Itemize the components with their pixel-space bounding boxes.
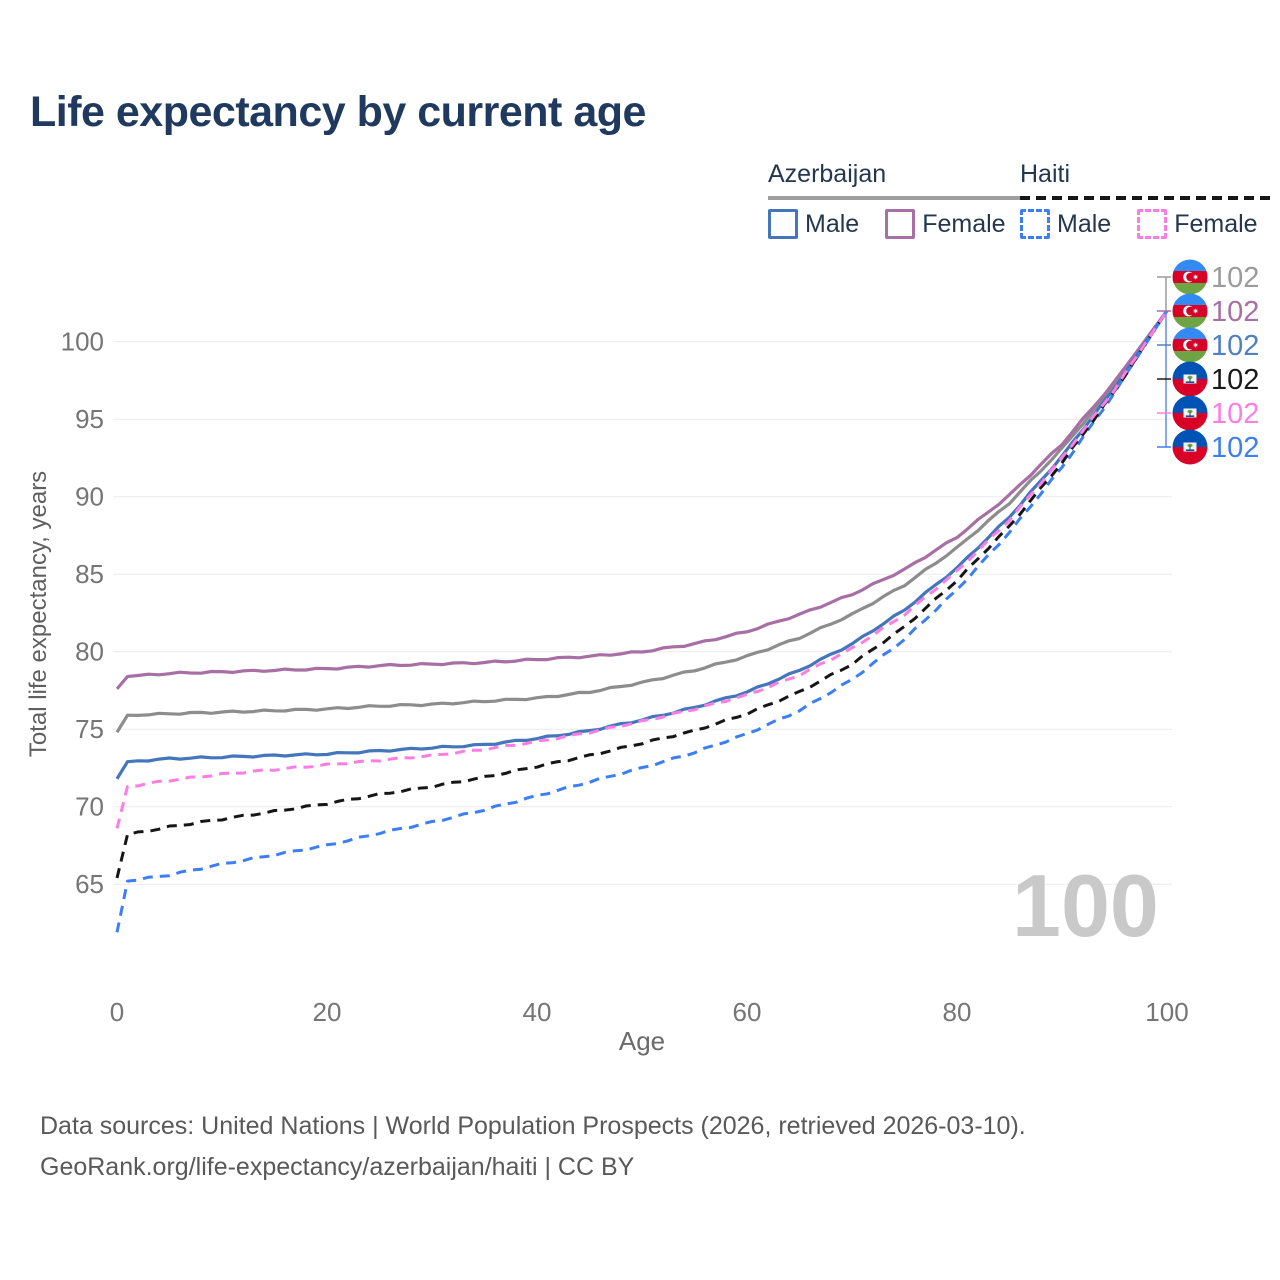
legend-item-label: Male — [1057, 209, 1112, 238]
x-tick-label: 80 — [943, 997, 972, 1027]
y-tick-label: 70 — [75, 792, 104, 822]
line-haiti-female — [115, 309, 1169, 829]
legend-item-label: Male — [805, 209, 860, 238]
legend-swatch — [1137, 209, 1168, 239]
haiti-flag-icon — [1172, 361, 1208, 397]
end-label-value: 102 — [1211, 364, 1259, 396]
haiti-flag-icon — [1172, 429, 1208, 465]
legend-item-haiti-female[interactable]: Female — [1137, 209, 1258, 239]
legend-item-azerbaijan-female[interactable]: Female — [885, 209, 1006, 239]
legend-swatch — [1020, 209, 1050, 239]
y-axis-title: Total life expectancy, years — [25, 471, 52, 757]
line-azerbaijan-female — [115, 309, 1169, 690]
footer: Data sources: United Nations | World Pop… — [40, 1106, 1026, 1187]
azerbaijan-flag-icon — [1172, 259, 1208, 295]
end-label-value: 102 — [1211, 330, 1259, 362]
x-tick-label: 40 — [523, 997, 552, 1027]
end-label-value: 102 — [1211, 262, 1259, 294]
end-label-value: 102 — [1211, 296, 1259, 328]
end-label-value: 102 — [1211, 432, 1259, 464]
y-tick-label: 100 — [61, 327, 104, 357]
line-haiti-male — [115, 309, 1169, 933]
legend-swatch — [885, 209, 916, 239]
line-azerbaijan-male — [115, 309, 1169, 780]
x-tick-label: 60 — [733, 997, 762, 1027]
y-tick-label: 95 — [75, 404, 104, 434]
data-sources-text: Data sources: United Nations | World Pop… — [40, 1112, 1026, 1140]
x-tick-label: 100 — [1145, 997, 1188, 1027]
y-tick-label: 75 — [75, 714, 104, 744]
legend-item-haiti-male[interactable]: Male — [1020, 209, 1111, 239]
line-haiti-total — [115, 309, 1169, 879]
y-tick-label: 80 — [75, 637, 104, 667]
x-axis-title: Age — [619, 1026, 665, 1056]
line-azerbaijan-total — [115, 309, 1169, 734]
haiti-flag-icon — [1172, 395, 1208, 431]
legend-item-azerbaijan-male[interactable]: Male — [768, 209, 859, 239]
y-tick-label: 85 — [75, 559, 104, 589]
x-tick-label: 0 — [110, 997, 124, 1027]
azerbaijan-flag-icon — [1172, 327, 1208, 363]
end-label-value: 102 — [1211, 398, 1259, 430]
azerbaijan-flag-icon — [1172, 293, 1208, 329]
current-age-watermark: 100 — [1012, 856, 1159, 955]
legend-item-label: Female — [1174, 209, 1258, 238]
legend-swatch — [768, 209, 798, 239]
y-tick-label: 65 — [75, 869, 104, 899]
x-tick-label: 20 — [313, 997, 342, 1027]
attribution-text: GeoRank.org/life-expectancy/azerbaijan/h… — [40, 1152, 635, 1181]
y-tick-label: 90 — [75, 482, 104, 512]
legend-item-label: Female — [922, 209, 1006, 238]
chart-title: Life expectancy by current age — [30, 88, 646, 136]
